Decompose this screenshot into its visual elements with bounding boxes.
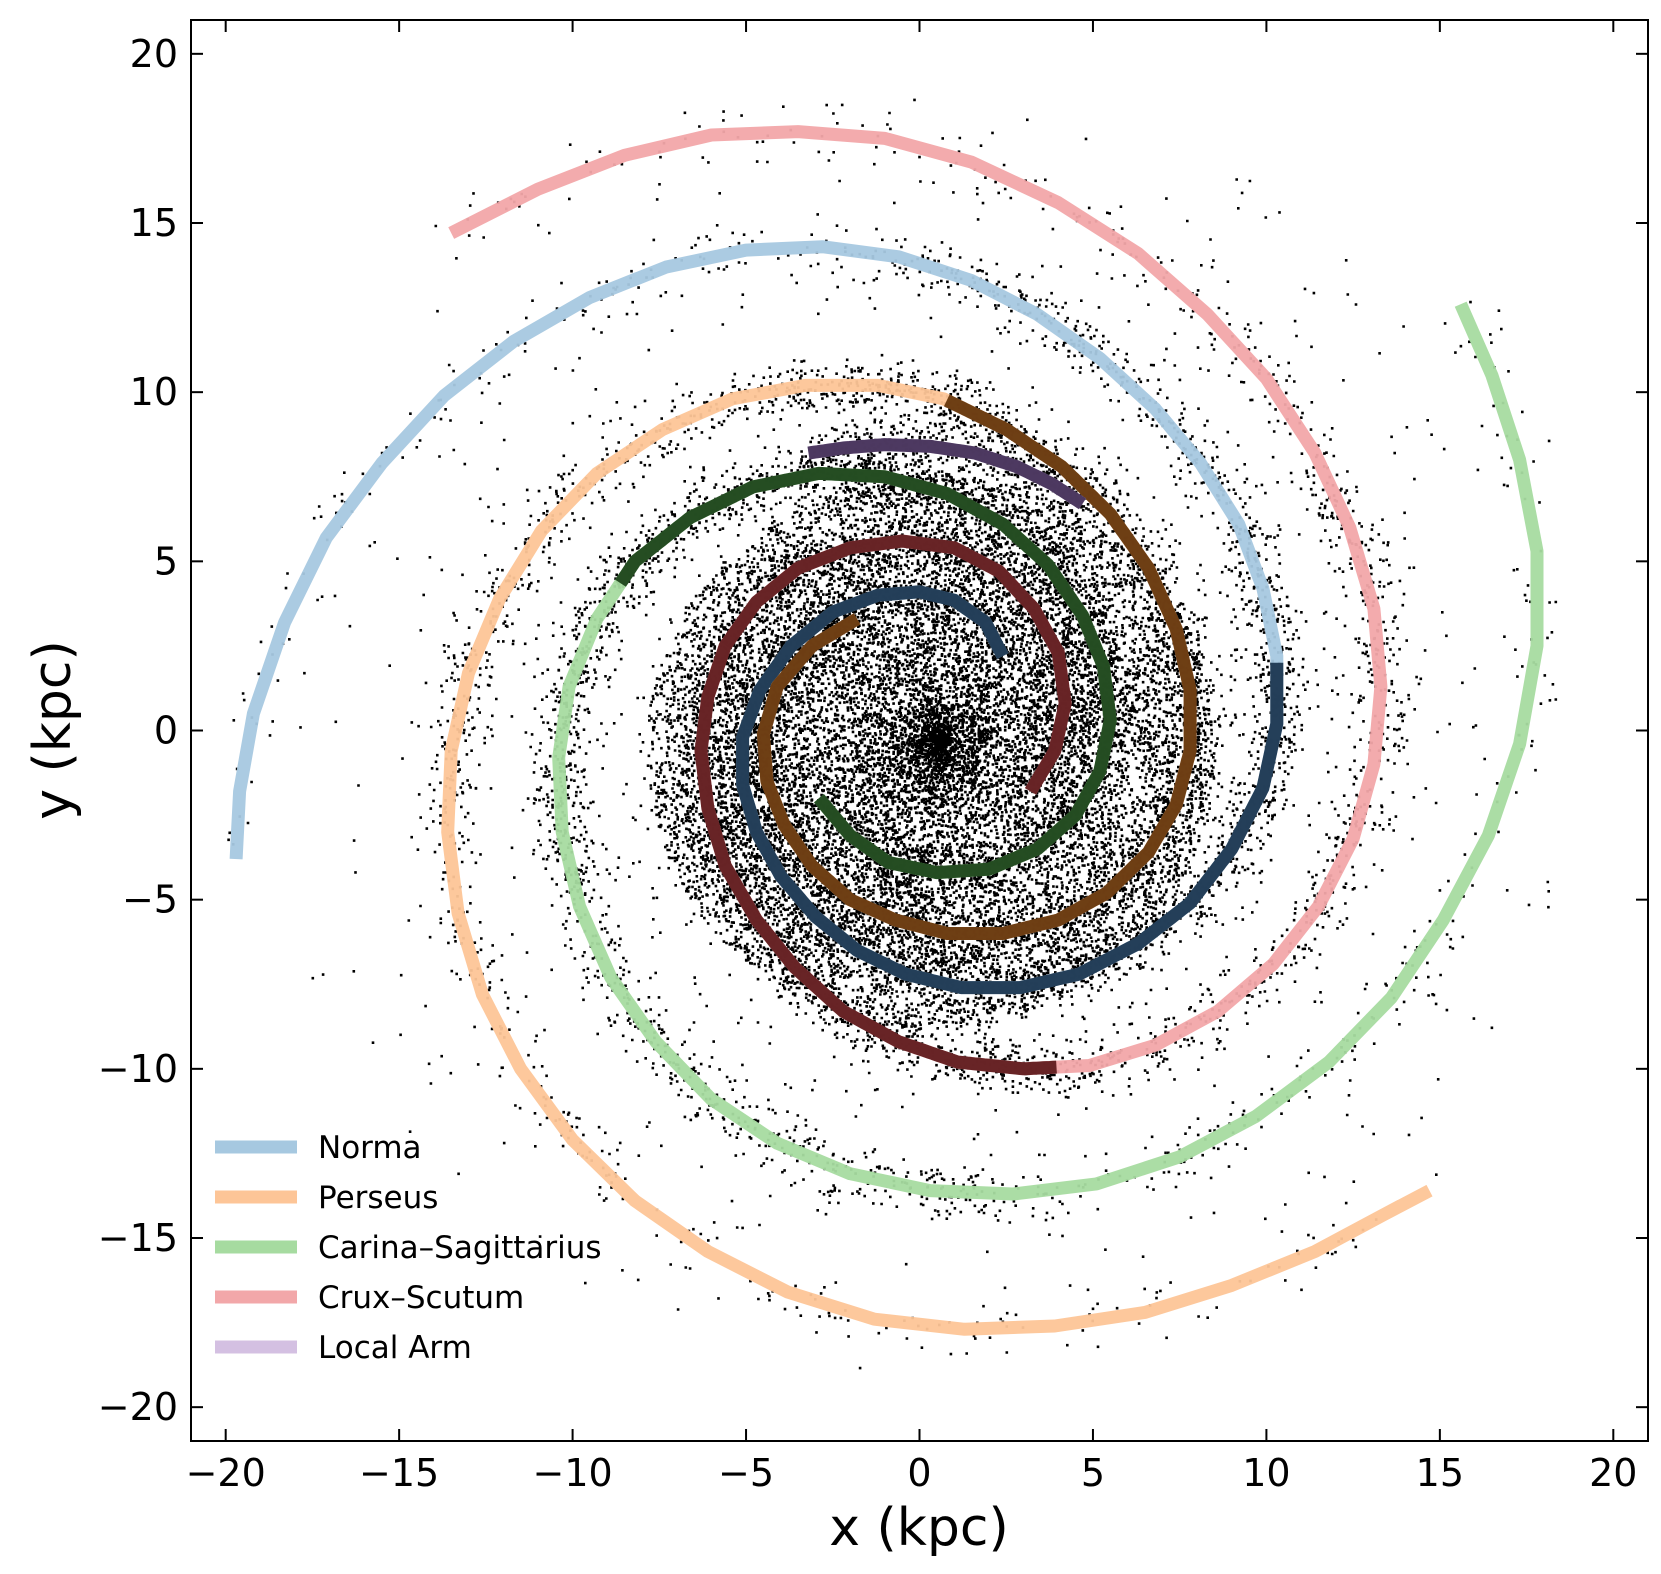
x-axis-label: x (kpc) (829, 1498, 1009, 1558)
y-tick-label: 15 (130, 201, 178, 245)
arm-dense-overlay (805, 438, 1087, 510)
legend-label: Local Arm (318, 1330, 472, 1366)
y-tick-label: −15 (98, 1216, 178, 1260)
x-tick-label: 5 (1081, 1451, 1105, 1495)
x-tick-label: 0 (907, 1451, 931, 1495)
y-tick-label: −20 (98, 1385, 178, 1429)
y-axis-label: y (kpc) (23, 640, 83, 820)
legend: Norma Perseus Carina–Sagittarius Crux–Scutu… (215, 1130, 602, 1366)
spiral-arms-layer (229, 125, 1544, 1336)
y-tick-label: 20 (130, 32, 178, 76)
y-tick-label: 10 (130, 370, 178, 414)
x-tick-label: −5 (718, 1451, 774, 1495)
axis-ticks (191, 20, 1648, 1441)
x-tick-label: 15 (1416, 1451, 1464, 1495)
legend-label: Norma (318, 1130, 422, 1166)
y-tick-label: 0 (154, 709, 178, 753)
legend-label: Carina–Sagittarius (318, 1230, 602, 1266)
legend-label: Perseus (318, 1180, 438, 1216)
x-tick-label: −10 (532, 1451, 612, 1495)
arm-dense-overlay (756, 394, 1197, 940)
x-tick-label: −20 (186, 1451, 266, 1495)
arm-dense-overlay (615, 466, 1117, 880)
y-tick-label: −5 (122, 878, 178, 922)
star-scatter-layer (227, 98, 1558, 1370)
x-tick-label: 20 (1589, 1451, 1637, 1495)
arm-dense-overlay (736, 585, 1284, 995)
arm-dense-overlay (694, 534, 1072, 1076)
tick-labels: −20 −15 −10 −5 0 5 10 15 20 −20 −15 −10 −5 0 5 10 15 20 (98, 32, 1638, 1495)
y-tick-label: 5 (154, 539, 178, 583)
y-tick-label: −10 (98, 1047, 178, 1091)
star-points (227, 98, 1558, 1370)
legend-label: Crux–Scutum (318, 1280, 524, 1316)
x-tick-label: 10 (1242, 1451, 1290, 1495)
x-tick-label: −15 (359, 1451, 439, 1495)
